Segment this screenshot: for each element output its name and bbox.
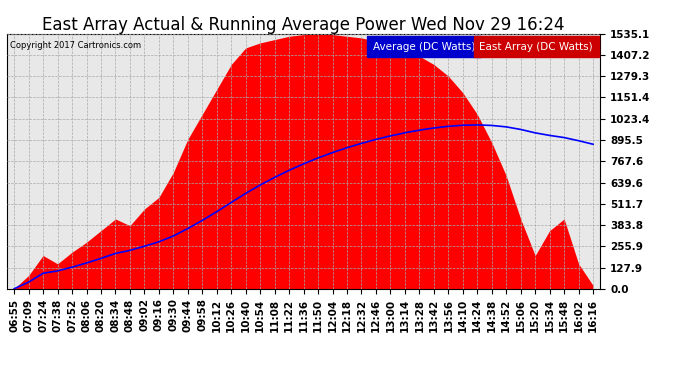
Title: East Array Actual & Running Average Power Wed Nov 29 16:24: East Array Actual & Running Average Powe… <box>42 16 565 34</box>
Text: Copyright 2017 Cartronics.com: Copyright 2017 Cartronics.com <box>10 41 141 50</box>
Legend: Average (DC Watts), East Array (DC Watts): Average (DC Watts), East Array (DC Watts… <box>366 39 595 54</box>
